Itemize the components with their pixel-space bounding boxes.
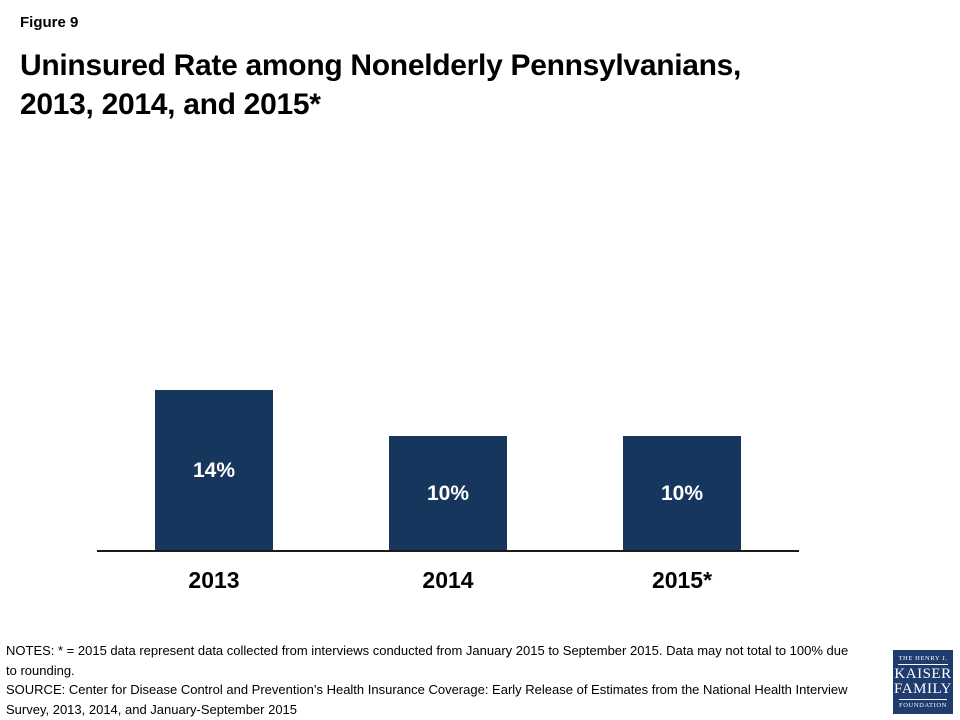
chart-title: Uninsured Rate among Nonelderly Pennsylv… [20,46,920,124]
bar-value-label-2014: 10% [426,481,470,505]
bar-slot-2015*: 10% [565,380,799,551]
bar-2014: 10% [389,436,507,551]
bar-2013: 14% [155,390,273,551]
chart-title-line-1: Uninsured Rate among Nonelderly Pennsylv… [20,49,742,82]
bar-value-label-2013: 14% [192,458,236,482]
figure-label: Figure 9 [20,14,79,31]
x-axis-label-2014: 2014 [422,567,474,593]
footnotes: NOTES: * = 2015 data represent data coll… [6,641,858,719]
kff-logo: THE HENRY J. KAISER FAMILY FOUNDATION [893,650,953,714]
logo-family-text: FAMILY [894,681,952,697]
source-text: SOURCE: Center for Disease Control and P… [6,682,848,717]
logo-kaiser-text: KAISER [894,666,952,682]
bar-slot-2014: 10% [331,380,565,551]
chart-title-line-2: 2013, 2014, and 2015* [20,88,321,121]
notes-text: NOTES: * = 2015 data represent data coll… [6,643,849,678]
bar-2015*: 10% [623,436,741,551]
x-axis-label-2015*: 2015* [651,567,713,593]
logo-henry-j-text: THE HENRY J. [898,655,948,665]
x-axis-labels: 2013 2014 2015* [97,567,799,594]
x-axis-label-2013: 2013 [188,567,240,593]
x-axis-line [97,550,799,552]
bar-value-label-2015*: 10% [660,481,704,505]
bar-chart: 14% 10% 10% [97,380,799,551]
bar-slot-2013: 14% [97,380,331,551]
logo-foundation-text: FOUNDATION [899,699,947,709]
